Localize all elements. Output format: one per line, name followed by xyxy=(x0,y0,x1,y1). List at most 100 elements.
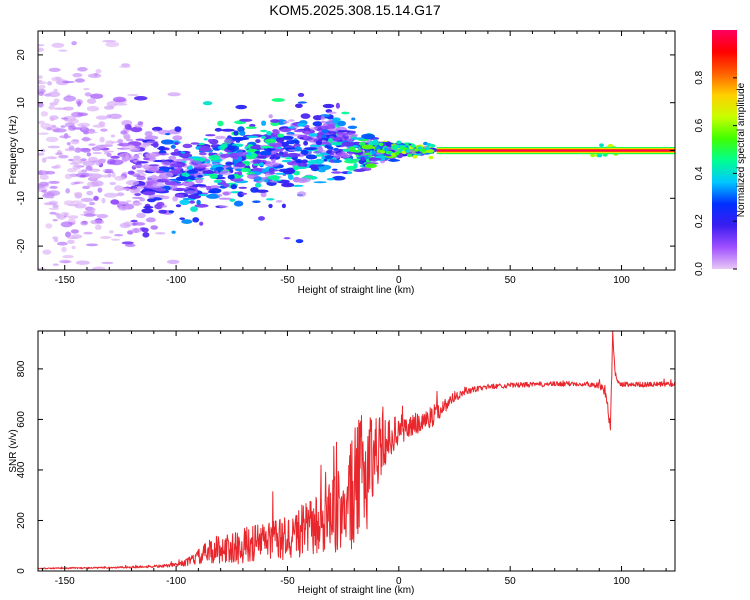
spectrogram-cell xyxy=(45,156,58,160)
spectrogram-cell xyxy=(261,120,267,126)
spectrogram-cell xyxy=(346,165,357,171)
spectrogram-cell xyxy=(264,179,269,183)
spectrogram-cell xyxy=(80,148,91,153)
spectrogram-cell xyxy=(318,146,324,152)
spectrogram-cell xyxy=(267,175,280,181)
spectrogram-cell xyxy=(336,152,348,158)
spectrogram-cell xyxy=(218,197,232,200)
spectrogram-cell xyxy=(45,136,59,143)
spectrogram-cell xyxy=(327,128,340,132)
spectrogram-cell xyxy=(361,144,375,150)
spectrogram-cell xyxy=(286,152,301,158)
spectrogram-cell xyxy=(226,167,234,170)
snr-x-tick-label: 0 xyxy=(396,576,402,587)
spectrogram-y-tick-label: 10 xyxy=(16,97,27,109)
spectrogram-cell xyxy=(170,185,178,192)
spectrogram-cell xyxy=(350,137,365,140)
spectrogram-cell xyxy=(237,191,245,198)
spectrogram-cell xyxy=(199,164,208,168)
spectrogram-cell xyxy=(60,117,69,120)
spectrogram-x-tick-label: -50 xyxy=(280,275,295,286)
spectrogram-cell xyxy=(148,164,159,167)
spectrogram-cell xyxy=(179,199,190,205)
spectrogram-cell xyxy=(173,158,187,162)
spectrogram-cell xyxy=(326,146,334,150)
spectrogram-x-tick-label: -100 xyxy=(166,275,186,286)
spectrogram-y-tick-label: -10 xyxy=(16,191,27,206)
spectrogram-cell xyxy=(93,196,99,201)
spectrogram-cell xyxy=(187,194,202,199)
spectrogram-cell xyxy=(252,167,263,172)
spectrogram-cell xyxy=(65,231,72,238)
spectrogram-cell xyxy=(77,112,88,117)
spectrogram-cell xyxy=(59,259,72,264)
spectrogram-cell xyxy=(120,187,130,191)
spectrogram-cell xyxy=(136,212,146,219)
spectrogram-cell xyxy=(256,155,267,159)
spectrogram-cell xyxy=(81,136,91,142)
spectrogram-cell xyxy=(260,129,268,133)
spectrogram-cell xyxy=(127,124,132,130)
spectrogram-cell xyxy=(38,75,43,79)
spectrogram-cell xyxy=(170,151,183,156)
snr-y-tick-label: 0 xyxy=(16,568,27,574)
spectrogram-cell xyxy=(232,136,245,142)
spectrogram-cell xyxy=(70,234,83,239)
spectrogram-cell xyxy=(316,164,325,167)
spectrogram-cell xyxy=(61,246,67,253)
spectrogram-cell xyxy=(72,73,83,78)
spectrogram-cell xyxy=(70,229,79,234)
chart-title: KOM5.2025.308.15.14.G17 xyxy=(269,2,440,18)
spectrogram-cell xyxy=(101,174,110,178)
spectrogram-cell xyxy=(237,156,242,162)
spectrogram-cell xyxy=(39,174,49,180)
spectrogram-cell xyxy=(188,165,193,170)
spectrogram-cell xyxy=(336,132,349,136)
spectrogram-cell xyxy=(45,170,56,175)
spectrogram-cell xyxy=(144,135,159,141)
spectrogram-heatmap xyxy=(38,40,675,270)
spectrogram-cell xyxy=(245,126,257,129)
spectrogram-cell xyxy=(294,146,302,152)
spectrogram-highlight-cell xyxy=(428,155,434,160)
spectrogram-cell xyxy=(53,238,59,243)
spectrogram-cell xyxy=(351,130,356,134)
spectrogram-cell xyxy=(136,161,149,164)
spectrogram-cell xyxy=(86,131,98,134)
spectrogram-cell xyxy=(135,144,140,149)
spectrogram-cell xyxy=(110,155,120,159)
spectrogram-cell xyxy=(86,152,92,157)
spectrogram-cell xyxy=(259,162,265,167)
spectrogram-highlight-cell xyxy=(392,146,398,150)
spectrogram-cell xyxy=(132,164,147,168)
spectrogram-cell xyxy=(47,145,61,149)
spectrogram-cell xyxy=(293,170,300,176)
spectrogram-cell xyxy=(172,196,179,202)
spectrogram-cell xyxy=(45,223,53,229)
spectrogram-cell xyxy=(282,120,290,124)
spectrogram-cell xyxy=(160,139,174,145)
spectrogram-cell xyxy=(136,169,146,173)
spectrogram-cell xyxy=(287,126,295,129)
spectrogram-cell xyxy=(51,76,63,82)
spectrogram-cell xyxy=(105,140,114,146)
spectrogram-cell xyxy=(38,170,49,176)
spectrogram-cell xyxy=(132,201,143,206)
snr-x-label: Height of straight line (km) xyxy=(298,585,415,596)
spectrogram-cell xyxy=(272,129,279,135)
spectrogram-cell xyxy=(73,191,83,197)
spectrogram-cell xyxy=(126,200,132,203)
spectrogram-cell xyxy=(230,178,244,182)
spectrogram-cell xyxy=(186,169,199,174)
spectrogram-cell xyxy=(95,68,102,74)
spectrogram-cell xyxy=(309,144,321,148)
spectrogram-cell xyxy=(99,136,105,143)
spectrogram-cell xyxy=(152,182,165,188)
spectrogram-cell xyxy=(346,171,353,175)
spectrogram-cell xyxy=(114,103,128,106)
spectrogram-cell xyxy=(111,238,120,241)
spectrogram-cell xyxy=(225,162,235,165)
spectrogram-cell xyxy=(277,133,285,138)
